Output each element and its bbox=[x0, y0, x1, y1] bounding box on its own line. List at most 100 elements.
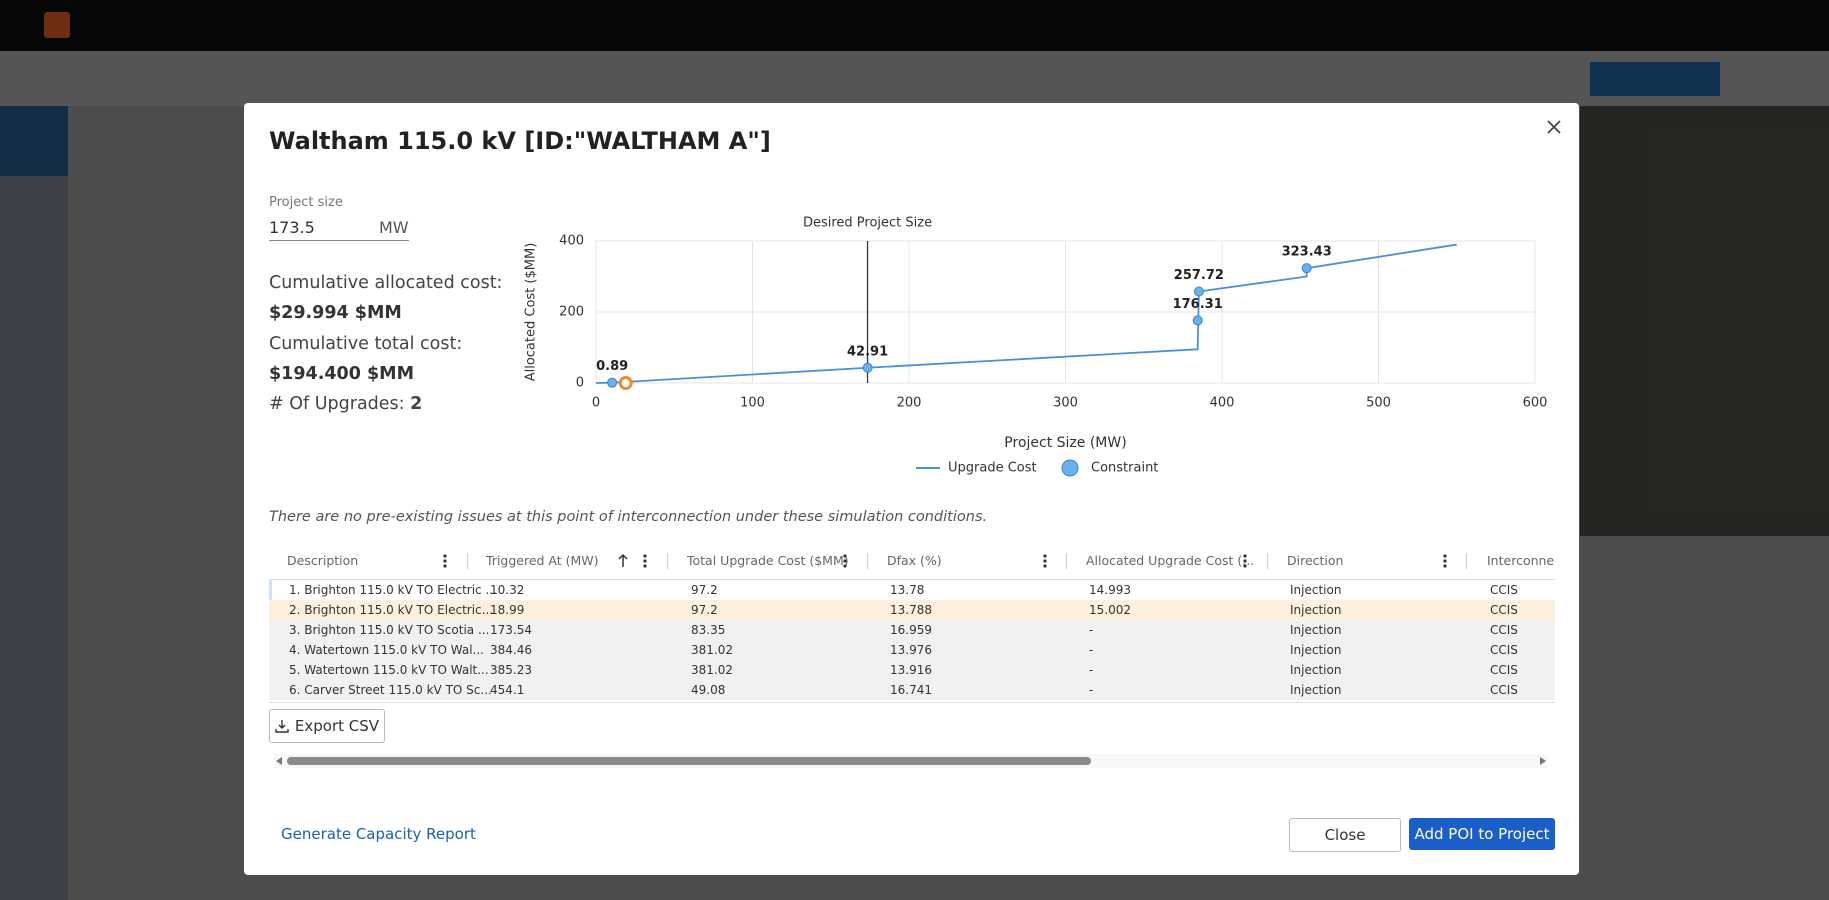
total-value: $194.400 $MM bbox=[269, 364, 414, 384]
table-cell: 381.02 bbox=[691, 663, 733, 677]
legend-label: Upgrade Cost bbox=[948, 461, 1037, 476]
column-header: Triggered At (MW) bbox=[486, 553, 599, 568]
y-tick-label: 0 bbox=[576, 376, 584, 391]
upgrades-value: 2 bbox=[410, 394, 423, 414]
legend-label: Constraint bbox=[1091, 461, 1158, 476]
legend-swatch bbox=[1061, 459, 1079, 477]
table-cell: 13.916 bbox=[890, 663, 932, 677]
download-icon bbox=[275, 720, 289, 733]
selected-point bbox=[618, 376, 633, 390]
scrollbar[interactable] bbox=[274, 754, 1548, 768]
constraint-point bbox=[1193, 286, 1204, 297]
column-menu[interactable] bbox=[442, 553, 448, 569]
table-cell: 2. Brighton 115.0 kV TO Electric... bbox=[289, 603, 494, 617]
column-separator bbox=[1466, 553, 1467, 569]
column-menu[interactable] bbox=[1442, 553, 1448, 569]
arrow-up bbox=[618, 553, 628, 567]
table-row[interactable]: 1. Brighton 115.0 kV TO Electric ... 10.3… bbox=[269, 580, 1555, 600]
table-row[interactable]: 3. Brighton 115.0 kV TO Scotia ... 173.54… bbox=[269, 620, 1555, 640]
modal-title: Waltham 115.0 kV [ID:"WALTHAM A"] bbox=[269, 127, 771, 155]
column-header: Direction bbox=[1287, 553, 1344, 568]
table-row[interactable]: 6. Carver Street 115.0 kV TO Sc... 454.1 4… bbox=[269, 680, 1555, 700]
table-header: Description Triggered At (MW) Total Upgrad… bbox=[269, 541, 1555, 580]
constraint-point bbox=[607, 377, 618, 388]
upgrades-label: # Of Upgrades: bbox=[269, 394, 405, 414]
report-link[interactable]: Generate Capacity Report bbox=[281, 825, 476, 843]
table-cell: 4. Watertown 115.0 kV TO Wal... bbox=[289, 643, 484, 657]
table-cell: 13.78 bbox=[890, 583, 925, 597]
table-body: 1. Brighton 115.0 kV TO Electric ... 10.3… bbox=[269, 580, 1555, 703]
table-cell: 3. Brighton 115.0 kV TO Scotia ... bbox=[289, 623, 490, 637]
close-button[interactable]: Close bbox=[1289, 818, 1401, 852]
note: There are no pre-existing issues at this… bbox=[269, 509, 988, 525]
toolbar bbox=[0, 51, 1829, 106]
table-cell: - bbox=[1089, 663, 1094, 677]
column-menu[interactable] bbox=[1042, 553, 1048, 569]
table-cell: CCIS bbox=[1490, 683, 1518, 697]
table-cell: 385.23 bbox=[490, 663, 532, 677]
add-button[interactable]: Add POI to Project bbox=[1409, 818, 1555, 850]
column-menu[interactable] bbox=[1242, 553, 1248, 569]
column-header: Description bbox=[287, 553, 359, 568]
table-cell: 13.788 bbox=[890, 603, 932, 617]
input-value: 173.5 bbox=[269, 218, 315, 237]
y-tick-label: 400 bbox=[559, 234, 584, 249]
kebab-icon bbox=[1043, 554, 1047, 568]
data-label: 323.43 bbox=[1282, 245, 1332, 260]
line-series bbox=[595, 243, 1457, 384]
table-row[interactable]: 2. Brighton 115.0 kV TO Electric... 18.99… bbox=[269, 600, 1555, 620]
table-cell: 381.02 bbox=[691, 643, 733, 657]
x-tick-label: 300 bbox=[1053, 396, 1078, 411]
reference-label: Desired Project Size bbox=[803, 216, 932, 231]
kebab-icon bbox=[1243, 554, 1247, 568]
export-button[interactable]: Export CSV bbox=[269, 709, 385, 743]
export-label: Export CSV bbox=[294, 717, 380, 735]
data-label: 176.31 bbox=[1173, 297, 1223, 312]
x-tick-label: 200 bbox=[897, 396, 922, 411]
map bbox=[1580, 106, 1829, 536]
table-cell: CCIS bbox=[1490, 623, 1518, 637]
column-header: Allocated Upgrade Cost (... bbox=[1086, 553, 1255, 568]
sort-icon[interactable] bbox=[617, 553, 629, 569]
table-cell: - bbox=[1089, 623, 1094, 637]
column-separator bbox=[1066, 553, 1067, 569]
x-tick-label: 500 bbox=[1366, 396, 1391, 411]
scroll-right[interactable] bbox=[1538, 756, 1548, 766]
table-row[interactable]: 5. Watertown 115.0 kV TO Walt... 385.23 38… bbox=[269, 660, 1555, 680]
column-separator bbox=[867, 553, 868, 569]
table-cell: Injection bbox=[1290, 603, 1342, 617]
table-cell: Injection bbox=[1290, 623, 1342, 637]
table-cell: CCIS bbox=[1490, 663, 1518, 677]
scroll-left[interactable] bbox=[274, 756, 284, 766]
add-label: Add POI to Project bbox=[1414, 825, 1550, 843]
kebab-icon bbox=[443, 554, 447, 568]
table-cell: Injection bbox=[1290, 583, 1342, 597]
table-cell: 18.99 bbox=[490, 603, 525, 617]
allocated-value: $29.994 $MM bbox=[269, 303, 402, 323]
project-size-input[interactable]: 173.5 MW bbox=[269, 216, 409, 241]
scroll-thumb[interactable] bbox=[287, 757, 1091, 765]
table-cell: 14.993 bbox=[1089, 583, 1131, 597]
report-button-bg bbox=[1590, 62, 1720, 96]
input-unit: MW bbox=[379, 218, 409, 237]
total-label: Cumulative total cost: bbox=[269, 334, 463, 354]
table-cell: Injection bbox=[1290, 643, 1342, 657]
y-axis-label: Allocated Cost ($MM) bbox=[524, 243, 539, 382]
column-menu[interactable] bbox=[842, 553, 848, 569]
table-cell: 16.959 bbox=[890, 623, 932, 637]
table-row[interactable]: 4. Watertown 115.0 kV TO Wal... 384.46 381… bbox=[269, 640, 1555, 660]
table-cell: 5. Watertown 115.0 kV TO Walt... bbox=[289, 663, 489, 677]
table-cell: 16.741 bbox=[890, 683, 932, 697]
x-tick-label: 0 bbox=[592, 396, 600, 411]
close-label: Close bbox=[1324, 826, 1366, 844]
data-label: 42.91 bbox=[847, 344, 888, 359]
constraint-point bbox=[1301, 263, 1312, 274]
sidebar bbox=[0, 106, 68, 900]
x-tick-label: 100 bbox=[740, 396, 765, 411]
close-icon[interactable] bbox=[1544, 117, 1564, 137]
column-menu[interactable] bbox=[642, 553, 648, 569]
table-cell: CCIS bbox=[1490, 643, 1518, 657]
sidebar-active bbox=[0, 106, 68, 176]
